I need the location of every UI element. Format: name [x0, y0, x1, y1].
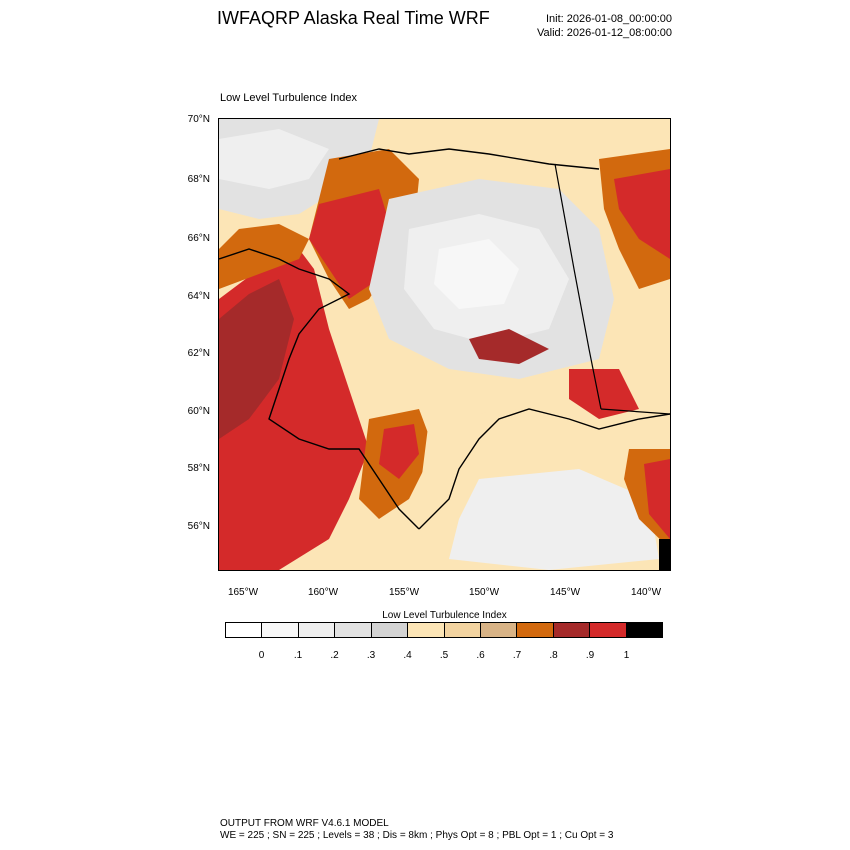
colorbar [225, 622, 663, 638]
colorbar-cell [553, 623, 591, 637]
colorbar-cell [335, 623, 372, 637]
colorbar-cell [262, 623, 299, 637]
central-darkred [469, 329, 549, 364]
colorbar-title: Low Level Turbulence Index [382, 610, 507, 621]
lat-label-70: 70°N [187, 114, 210, 125]
colorbar-tick-label: .4 [403, 650, 412, 661]
gulf-grey [449, 469, 659, 570]
lat-label-64: 64°N [187, 291, 210, 302]
north-coastline [338, 148, 600, 170]
lat-label-58: 58°N [187, 463, 210, 474]
model-info: OUTPUT FROM WRF V4.6.1 MODEL [220, 818, 389, 829]
colorbar-cell [408, 623, 445, 637]
lon-label-160: 160°W [307, 587, 339, 598]
lon-label-150: 150°W [468, 587, 500, 598]
colorbar-cell [371, 623, 409, 637]
colorbar-cell [590, 623, 627, 637]
lon-label-145: 145°W [549, 587, 581, 598]
init-time: Init: 2026-01-08_00:00:00 [546, 13, 672, 25]
colorbar-tick-label: 0 [258, 650, 265, 661]
colorbar-cell [444, 623, 481, 637]
colorbar-tick-label: .8 [549, 650, 558, 661]
main-title: IWFAQRP Alaska Real Time WRF [217, 8, 490, 28]
colorbar-cell [480, 623, 518, 637]
west-coastline [219, 248, 420, 530]
lon-label-155: 155°W [388, 587, 420, 598]
nw-orange [219, 224, 309, 289]
lon-label-140: 140°W [630, 587, 662, 598]
colorbar-cell [226, 623, 263, 637]
south-coastline [418, 408, 670, 530]
west-red [309, 189, 394, 299]
colorbar-cell [517, 623, 554, 637]
lat-label-68: 68°N [187, 174, 210, 185]
valid-time: Valid: 2026-01-12_08:00:00 [537, 27, 672, 39]
colorbar-cell [626, 623, 663, 637]
model-options: WE = 225 ; SN = 225 ; Levels = 38 ; Dis … [220, 830, 614, 841]
turbulence-map [218, 118, 671, 571]
lat-label-66: 66°N [187, 233, 210, 244]
colorbar-tick-label: .7 [512, 650, 522, 661]
map-canvas [219, 119, 670, 570]
lat-label-62: 62°N [187, 348, 210, 359]
colorbar-tick-label: .1 [293, 650, 303, 661]
lat-label-60: 60°N [187, 406, 210, 417]
plot-title: Low Level Turbulence Index [220, 92, 357, 104]
colorbar-tick-label: .2 [330, 650, 339, 661]
central-east-red [569, 369, 639, 419]
colorbar-tick-label: .6 [476, 650, 485, 661]
colorbar-tick-label: 1 [623, 650, 630, 661]
colorbar-tick-label: .5 [439, 650, 449, 661]
ne-red [614, 169, 670, 259]
canada-border [554, 163, 602, 410]
bering-darkred [219, 279, 294, 439]
chukchi-light [219, 129, 329, 189]
kenai-red [379, 424, 419, 479]
se-red [644, 459, 670, 539]
colorbar-tick-label: .3 [366, 650, 376, 661]
colorbar-tick-label: .9 [585, 650, 595, 661]
se-black [659, 539, 670, 570]
colorbar-cell [298, 623, 336, 637]
interior-white [434, 239, 519, 309]
canada-border-south [600, 408, 670, 415]
lat-label-56: 56°N [187, 521, 210, 532]
lon-label-165: 165°W [227, 587, 259, 598]
